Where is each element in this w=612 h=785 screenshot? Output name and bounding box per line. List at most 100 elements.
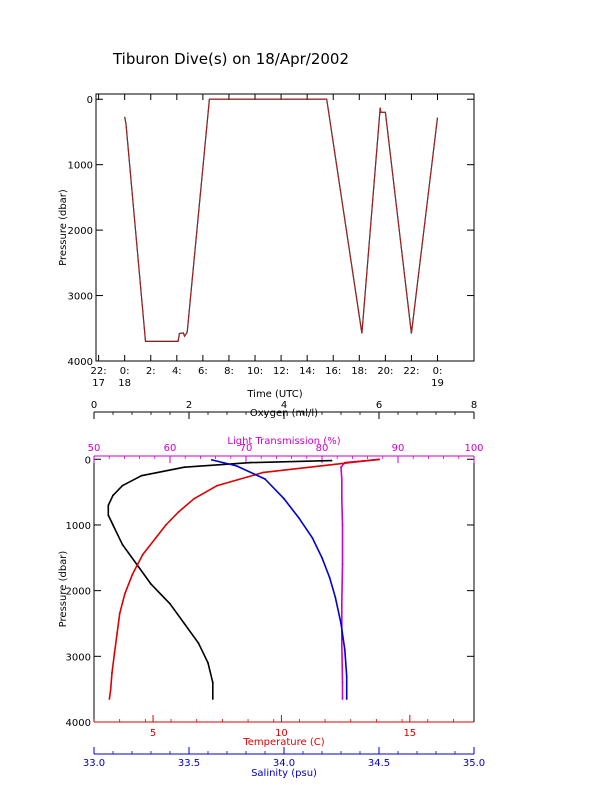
light-profile-point — [341, 681, 344, 684]
salinity-profile-point — [328, 576, 331, 579]
x-tick-label: 8: — [224, 366, 234, 377]
light-profile-point — [340, 497, 343, 500]
temperature-tick-label: 15 — [403, 728, 416, 739]
x-tick-label-day: 19 — [431, 378, 444, 389]
y-tick-label: 2000 — [66, 587, 91, 598]
salinity-axis-title: Salinity (psu) — [251, 768, 317, 779]
oxygen-profile-point — [112, 524, 114, 526]
oxygen-tick-label: 6 — [376, 400, 382, 411]
y-tick-label: 4000 — [68, 357, 93, 368]
oxygen-profile-point — [183, 466, 186, 469]
salinity-profile-point — [311, 537, 314, 539]
y-tick-label: 1000 — [66, 521, 91, 532]
dive-track-line — [124, 98, 439, 342]
light-tick-label: 60 — [164, 443, 177, 454]
plot-frame — [95, 93, 475, 362]
x-tick-label: 20: — [377, 366, 393, 377]
x-tick-label: 14: — [299, 366, 315, 377]
oxygen-profile-point — [207, 662, 209, 664]
salinity-profile-point — [235, 465, 238, 467]
temperature-profile-point — [165, 524, 167, 526]
salinity-profile-point — [283, 497, 285, 500]
oxygen-profile-point — [183, 622, 186, 625]
light-profile-point — [341, 698, 344, 700]
oxygen-axis-title: Oxygen (ml/l) — [250, 408, 318, 419]
temperature-profile-point — [193, 497, 196, 500]
light-tick-label: 70 — [240, 443, 253, 454]
y-axis-label: Pressure (dbar) — [58, 189, 69, 266]
depth-time-chart: 22:170:182: 4: 6: 8: 10: 12: 14: 16: 18: 20: 22: 0:… — [58, 93, 475, 400]
x-tick-label: 12: — [273, 366, 289, 377]
temperature-profile-point — [378, 458, 380, 461]
temperature-profile-point — [216, 484, 219, 487]
x-tick-label-day: 18 — [118, 378, 131, 389]
salinity-profile-point — [345, 698, 348, 700]
oxygen-profile-point — [112, 494, 114, 497]
oxygen-profile-point — [249, 461, 252, 464]
temperature-profile-point — [113, 652, 116, 654]
x-tick-label: 22: — [403, 366, 419, 377]
temperature-profile-point — [177, 510, 180, 513]
x-tick-label: 2: — [146, 366, 156, 377]
x-tick-label: 18: — [351, 366, 367, 377]
y-tick-label: 4000 — [66, 718, 91, 729]
oxygen-tick-label: 0 — [91, 400, 97, 411]
x-tick-label: 4: — [172, 366, 182, 377]
profile-chart: 0 1000 2000 3000 4000 Pressure (dbar) 0 2 4 6 8 Oxy… — [58, 400, 485, 779]
salinity-profile-point — [321, 556, 323, 559]
oxygen-profile-point — [211, 681, 214, 684]
oxygen-tick-label: 4 — [281, 400, 287, 411]
salinity-profile-point — [298, 517, 301, 520]
oxygen-profile-point — [330, 459, 333, 462]
oxygen-profile-point — [197, 642, 200, 645]
salinity-profile-point — [264, 478, 266, 480]
x-tick-label: 0: — [120, 366, 130, 377]
y-tick-label: 3000 — [66, 652, 91, 663]
temperature-profile-point — [131, 573, 134, 576]
salinity-profile-point — [340, 622, 342, 625]
x-tick-label: 16: — [325, 366, 341, 377]
temperature-tick-label: 5 — [150, 728, 156, 739]
oxygen-profile-point — [169, 602, 171, 605]
salinity-profile-point — [345, 675, 348, 677]
salinity-profile-point — [334, 596, 337, 599]
temperature-profile-point — [123, 593, 126, 595]
page-title: Tiburon Dive(s) on 18/Apr/2002 — [112, 50, 350, 68]
light-profile-point — [340, 478, 343, 480]
salinity-profile-line — [211, 459, 348, 699]
salinity-profile-point — [210, 459, 213, 461]
x-tick-label: 6: — [198, 366, 208, 377]
salinity-tick-label: 33.0 — [83, 758, 105, 769]
oxygen-profile-point — [107, 504, 110, 507]
y-tick-label: 3000 — [68, 292, 93, 303]
oxygen-profile-point — [140, 474, 143, 477]
light-tick-label: 100 — [464, 443, 483, 454]
dive-track-highlight — [124, 98, 438, 342]
temperature-tick-label: 10 — [275, 728, 288, 739]
temperature-profile-point — [116, 632, 118, 635]
oxygen-profile-point — [121, 484, 124, 487]
oxygen-profile-line — [107, 459, 332, 699]
light-profile-point — [341, 524, 344, 526]
y-tick-label: 1000 — [68, 161, 93, 172]
oxygen-tick-label: 2 — [186, 400, 192, 411]
temperature-profile-point — [109, 688, 112, 691]
x-tick-label-day: 17 — [92, 378, 105, 389]
light-profile-point — [340, 602, 343, 605]
x-axis-label: Time (UTC) — [246, 389, 302, 400]
temperature-axis-title: Temperature (C) — [242, 737, 324, 748]
y-tick-label: 2000 — [68, 226, 93, 237]
light-axis-title: Light Transmission (%) — [227, 436, 340, 447]
salinity-tick-label: 34.5 — [368, 758, 390, 769]
x-tick-label: 10: — [247, 366, 263, 377]
light-profile-point — [340, 642, 343, 645]
oxygen-profile-point — [211, 698, 214, 700]
oxygen-tick-label: 8 — [471, 400, 477, 411]
oxygen-profile-point — [107, 514, 110, 516]
temperature-profile-point — [118, 612, 121, 615]
y-tick-label: 0 — [85, 455, 91, 466]
temperature-profile-point — [141, 553, 144, 556]
temperature-profile-point — [108, 698, 111, 700]
light-tick-label: 90 — [392, 443, 405, 454]
